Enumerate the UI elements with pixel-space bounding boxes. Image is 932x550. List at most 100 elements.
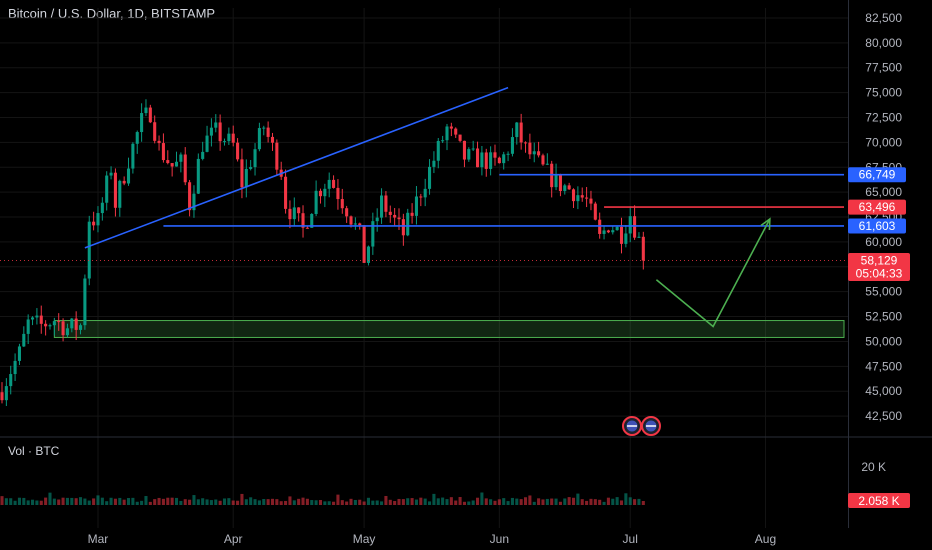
volume-bar	[39, 500, 43, 505]
volume-bar	[362, 501, 366, 505]
candle-body	[227, 133, 231, 142]
candle-body	[332, 179, 336, 188]
volume-bar	[301, 497, 305, 505]
volume-bar	[240, 493, 244, 505]
candle-body	[70, 318, 74, 329]
volume-bar	[209, 500, 213, 505]
y-tick-label: 60,000	[865, 235, 902, 249]
volume-bar	[170, 497, 174, 505]
candle-body	[0, 392, 4, 401]
volume-bar	[606, 497, 610, 505]
volume-bar	[22, 497, 26, 505]
volume-bar	[244, 499, 248, 505]
y-tick-label: 80,000	[865, 36, 902, 50]
volume-current-box	[848, 493, 910, 508]
candle-body	[48, 325, 52, 327]
volume-bar	[510, 497, 514, 505]
volume-bar	[467, 501, 471, 505]
x-tick-label: Aug	[755, 532, 776, 546]
candle-body	[4, 386, 8, 401]
volume-bar	[4, 498, 8, 505]
volume-bar	[497, 499, 501, 505]
volume-bar	[563, 498, 567, 505]
volume-bar	[336, 494, 340, 505]
candle-body	[410, 212, 414, 216]
x-tick-label: Jun	[490, 532, 509, 546]
volume-bar	[288, 496, 292, 505]
candle-body	[218, 122, 222, 142]
volume-bar	[611, 498, 615, 505]
candle-body	[393, 214, 397, 218]
candle-body	[65, 328, 69, 336]
candle-body	[9, 374, 13, 387]
price-label: 61,603	[859, 219, 896, 233]
volume-bar	[441, 497, 445, 505]
volume-bar	[641, 501, 645, 505]
demand-zone	[53, 320, 845, 338]
candle-body	[528, 142, 532, 155]
volume-bar	[65, 497, 69, 505]
y-tick-label: 70,000	[865, 135, 902, 149]
current-price-box	[848, 253, 910, 282]
volume-bar	[366, 497, 371, 505]
candle-body	[336, 187, 340, 200]
candle-body	[78, 325, 83, 330]
candle-body	[593, 203, 597, 220]
volume-bar	[349, 498, 353, 505]
candle-body	[135, 132, 139, 144]
candle-body	[253, 149, 257, 168]
candle-body	[161, 143, 165, 161]
volume-bar	[92, 498, 96, 505]
y-tick-label: 45,000	[865, 384, 902, 398]
candle-body	[554, 174, 558, 188]
candle-body	[96, 213, 100, 226]
price-label-box	[848, 167, 906, 183]
candle-body	[266, 127, 270, 137]
volume-bar	[550, 498, 554, 505]
candle-body	[563, 185, 567, 192]
volume-bar	[537, 498, 541, 505]
volume-bar	[183, 499, 187, 505]
volume-bar	[83, 498, 87, 505]
volume-bar	[375, 500, 379, 505]
candle-body	[205, 135, 209, 152]
candle-body	[349, 216, 353, 225]
volume-bar	[205, 499, 209, 505]
y-tick-label: 65,000	[865, 185, 902, 199]
candle-body	[52, 321, 56, 326]
volume-bar	[428, 501, 432, 505]
candle-body	[39, 315, 43, 324]
candle-body	[475, 148, 480, 168]
volume-bar	[236, 500, 240, 505]
candle-body	[170, 163, 174, 167]
volume-bar	[633, 499, 637, 505]
candle-body	[157, 140, 161, 144]
candle-body	[567, 185, 571, 190]
volume-bar	[161, 498, 165, 505]
x-tick-label: May	[353, 532, 376, 546]
volume-bar	[432, 493, 436, 505]
candle-body	[585, 197, 589, 199]
candle-body	[637, 236, 641, 238]
candle-body	[314, 190, 318, 214]
chart-title: Bitcoin / U.S. Dollar, 1D, BITSTAMP	[8, 6, 216, 21]
candle-body	[467, 149, 471, 160]
candle-body	[558, 174, 562, 192]
candle-body	[192, 193, 196, 211]
volume-bar	[305, 498, 309, 505]
volume-bar	[17, 497, 21, 505]
candle-body	[262, 127, 266, 129]
candle-body	[362, 225, 366, 263]
volume-bar	[131, 497, 135, 505]
candle-body	[301, 213, 305, 228]
volume-bar	[358, 499, 362, 505]
volume-bar	[419, 497, 423, 505]
candle-body	[318, 190, 323, 197]
y-tick-label: 72,500	[865, 110, 902, 124]
candle-body	[454, 128, 458, 135]
volume-bar	[523, 497, 528, 505]
volume-bar	[580, 499, 584, 505]
candle-body	[358, 223, 362, 226]
candle-body	[105, 175, 109, 203]
